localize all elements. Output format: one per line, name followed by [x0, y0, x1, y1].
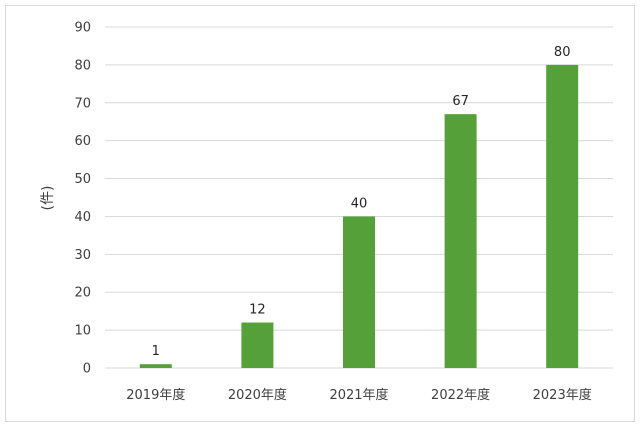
- data-label: 40: [351, 196, 368, 211]
- x-tick-label: 2019年度: [126, 387, 185, 403]
- data-label: 67: [452, 94, 469, 109]
- bar-2021年度: [343, 216, 375, 368]
- y-axis-title: (件): [40, 186, 56, 211]
- data-labels: 1 12 40 67 80: [152, 45, 571, 359]
- x-tick-label: 2022年度: [431, 387, 490, 403]
- bar-2022年度: [444, 114, 477, 369]
- y-tick-label: 40: [74, 210, 91, 225]
- y-tick-label: 70: [74, 96, 91, 111]
- y-tick-label: 90: [74, 21, 91, 36]
- data-label: 80: [554, 45, 571, 60]
- y-tick-label: 80: [74, 58, 91, 73]
- y-tick-label: 60: [74, 134, 91, 149]
- y-tick-label: 10: [74, 324, 91, 339]
- gridlines: [105, 26, 613, 369]
- y-tick-label: 20: [74, 286, 91, 301]
- data-label: 12: [249, 303, 266, 318]
- bars: [139, 64, 579, 369]
- x-tick-label: 2023年度: [533, 387, 592, 403]
- x-tick-label: 2021年度: [329, 387, 388, 403]
- y-tick-label: 30: [74, 248, 91, 263]
- y-tick-label: 50: [74, 172, 91, 187]
- bar-2019年度: [139, 364, 172, 368]
- x-tick-label: 2020年度: [228, 387, 287, 403]
- data-label: 1: [152, 344, 160, 359]
- y-axis-ticks: 0 10 20 30 40 50 60 70 80 90: [74, 21, 91, 377]
- bar-2020年度: [241, 322, 274, 368]
- bar-2023年度: [546, 64, 579, 368]
- x-axis-ticks: 2019年度 2020年度 2021年度 2022年度 2023年度: [126, 387, 591, 403]
- chart-frame: [5, 5, 635, 422]
- y-tick-label: 0: [83, 362, 91, 377]
